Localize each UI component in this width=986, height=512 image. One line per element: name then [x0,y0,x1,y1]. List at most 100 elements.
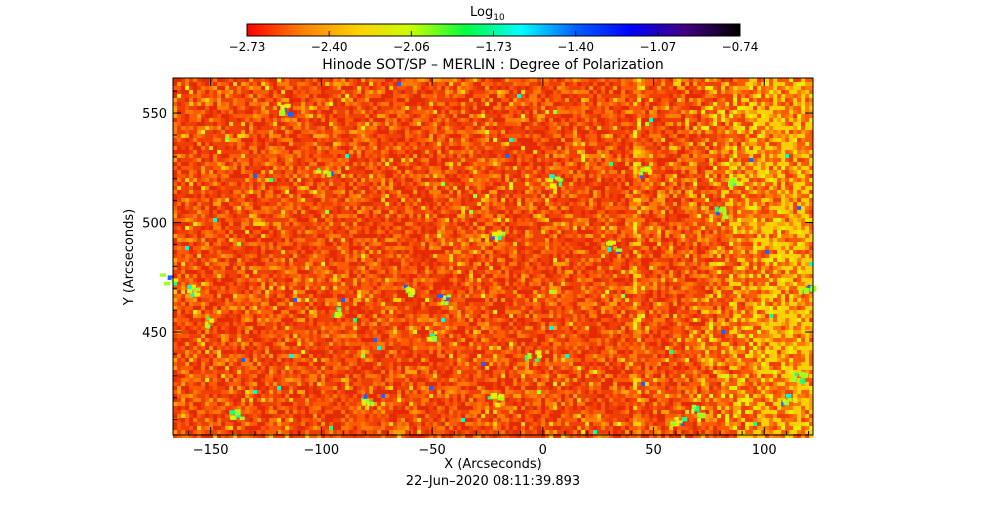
x-tick-label: −150 [193,443,229,458]
magnetic-patch [673,421,679,427]
colorbar-tick-label: −1.07 [639,40,676,54]
magnetic-patch [699,412,706,419]
y-tick-label: 550 [142,107,167,122]
magnetic-patch [729,178,736,184]
magnetic-patch [278,110,286,116]
magnetic-patch [640,172,644,179]
magnetic-patch [284,104,288,108]
timestamp: 22–Jun–2020 08:11:39.893 [406,474,580,489]
magnetic-patch [555,176,561,181]
magnetic-patch [285,103,291,108]
magnetic-patch [404,284,408,289]
magnetic-patch [194,287,201,292]
magnetic-patch [794,372,799,377]
magnetic-patch [610,240,616,245]
map-cells [159,78,817,438]
magnetic-patch [787,397,792,402]
plot-area [159,77,817,438]
magnetic-patch [803,287,809,294]
magnetic-patch [366,402,371,407]
colorbar-tick-label: −1.40 [557,40,594,54]
magnetic-patch [370,401,375,407]
magnetic-patch [434,331,438,335]
magnetic-patch [548,174,555,180]
magnetic-patch [171,278,179,282]
magnetic-patch [495,402,501,408]
colorbar: Log10 −2.73 −2.40 −2.06 −1.73 −1.40 −1.07 −0.7… [229,5,759,54]
magnetic-patch [798,288,803,293]
magnetic-patch [549,183,557,189]
magnetic-patch [644,166,651,172]
magnetic-patch [163,281,171,286]
magnetic-patch [323,170,329,174]
magnetic-patch [527,352,532,359]
magnetic-patch [691,404,696,410]
magnetic-patch [807,284,813,291]
magnetic-patch [490,393,498,399]
magnetic-patch [781,400,786,407]
colorbar-tick-label: −0.74 [722,40,759,54]
magnetic-patch [691,408,695,414]
magnetic-patch [167,275,174,281]
chart-title: Hinode SOT/SP – MERLIN : Degree of Polar… [322,57,664,73]
magnetic-patch [364,398,370,404]
magnetic-patch [172,281,178,286]
colorbar-label: Log10 [470,5,505,23]
magnetic-patch [681,417,688,422]
magnetic-patch [535,350,542,355]
magnetic-patch [782,398,786,403]
magnetic-patch [287,111,294,117]
magnetic-patch [234,409,241,416]
magnetic-patch [497,230,502,236]
colorbar-ticks: −2.73 −2.40 −2.06 −1.73 −1.40 −1.07 −0.74 [229,31,759,54]
magnetic-patch [487,396,494,400]
magnetic-patch [736,181,744,186]
y-tick-label: 450 [142,326,167,341]
magnetic-patch [409,289,416,295]
magnetic-patch [283,106,287,112]
magnetic-patch [559,178,564,182]
magnetic-patch [800,378,806,384]
magnetic-patch [647,169,653,175]
magnetic-patch [799,371,805,377]
x-tick-label: 0 [539,443,547,458]
magnetic-patch [429,333,436,338]
map-color-layer [173,78,813,438]
magnetic-patch [229,415,235,419]
magnetic-patch [638,171,644,176]
magnetic-patch [492,235,497,240]
map-color-layer [173,78,813,438]
magnetic-patch [234,413,241,418]
x-tick-label: −100 [304,443,340,458]
magnetic-patch [206,316,210,321]
magnetic-patch [605,241,611,246]
y-axis-ticks: 450 500 550 [142,90,813,421]
magnetic-patch [443,295,447,300]
magnetic-patch [675,420,683,424]
map-color-layer [173,78,813,438]
map-color-layer [177,78,813,438]
magnetic-patch [728,181,734,187]
magnetic-patch [444,296,450,301]
magnetic-patch [792,397,798,404]
magnetic-patch [497,395,505,401]
magnetic-patch [801,372,809,378]
magnetic-patch [548,178,554,183]
magnetic-patch [607,246,612,252]
colorbar-tick-label: −1.73 [475,40,512,54]
y-tick-label: 500 [142,217,167,232]
magnetic-patch [159,273,166,277]
colorbar-tick-label: −2.06 [393,40,430,54]
magnetic-patch [206,323,210,329]
magnetic-patch [791,376,797,383]
magnetic-patch [783,400,789,406]
magnetic-patch [426,336,434,342]
magnetic-patch [524,355,528,361]
magnetic-patch [534,358,540,362]
magnetic-patch [187,285,195,291]
magnetic-patch [444,301,449,306]
magnetic-patch [239,416,245,420]
magnetic-patch [335,312,340,319]
magnetic-patch [446,294,452,298]
